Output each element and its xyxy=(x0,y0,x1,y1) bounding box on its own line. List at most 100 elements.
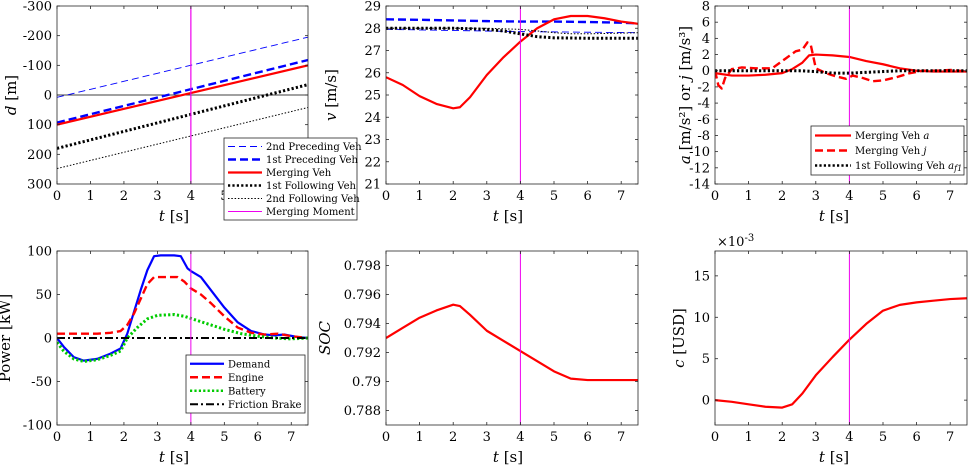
legend-label: Merging Veh xyxy=(266,168,332,179)
x-tick-label: 7 xyxy=(617,430,625,445)
y-tick-label: 6 xyxy=(702,16,710,31)
y-tick-label: 2 xyxy=(702,48,710,63)
x-tick-label: 2 xyxy=(449,430,457,445)
y-axis-var: SOC xyxy=(316,320,334,355)
x-tick-label: 6 xyxy=(912,430,920,445)
x-tick-label: 4 xyxy=(187,430,195,445)
axes-box xyxy=(714,250,968,426)
y-tick-label: 0 xyxy=(44,89,52,104)
x-tick-label: 4 xyxy=(516,189,524,204)
y-axis-unit: [USD] xyxy=(670,308,688,359)
y-axis-var: c xyxy=(670,359,688,368)
y-axis-unit: [m/s] xyxy=(322,69,340,112)
y-tick-label: 21 xyxy=(364,178,381,193)
x-axis-var: t xyxy=(159,448,166,466)
x-axis-label: t [s] xyxy=(159,207,189,225)
x-tick-label: 1 xyxy=(415,189,423,204)
x-tick-label: 4 xyxy=(516,430,524,445)
y-tick-label: 0.794 xyxy=(344,317,381,332)
x-tick-label: 1 xyxy=(744,430,752,445)
x-axis-var: t xyxy=(493,448,500,466)
x-tick-label: 1 xyxy=(744,189,752,204)
plot-area xyxy=(386,6,638,184)
y-tick-label: -200 xyxy=(23,29,52,44)
x-tick-label: 0 xyxy=(382,189,390,204)
x-axis-var: t xyxy=(159,207,166,225)
series-cost xyxy=(715,297,967,409)
x-tick-label: 3 xyxy=(153,430,161,445)
legend: Merging Veh a Merging Veh j 1st Following … xyxy=(810,125,965,176)
y-tick-label: 8 xyxy=(702,0,710,15)
y-tick-label: 10 xyxy=(693,311,710,326)
x-tick-label: 6 xyxy=(583,189,591,204)
y-axis-var: d xyxy=(2,106,20,116)
y-axis-unit: [m] xyxy=(2,75,20,106)
series-soc xyxy=(386,303,638,382)
y-axis-var: v xyxy=(322,112,340,121)
y-axis-label: Power [kW] xyxy=(0,294,14,382)
data-layer xyxy=(715,251,967,425)
x-tick-label: 3 xyxy=(153,189,161,204)
x-axis-unit: [s] xyxy=(165,207,189,225)
y-tick-label: -4 xyxy=(697,97,710,112)
y-axis-unit: [kW] xyxy=(0,294,14,335)
legend-label: Merging Veh a xyxy=(855,131,929,142)
x-tick-label: 4 xyxy=(187,189,195,204)
x-axis-var: t xyxy=(819,448,826,466)
y-tick-label: -100 xyxy=(23,59,52,74)
x-tick-label: 2 xyxy=(778,189,786,204)
y-tick-label: 0.792 xyxy=(344,346,381,361)
y-axis-label: d [m] xyxy=(2,75,20,115)
legend-label: 1st Preceding Veh xyxy=(266,155,358,166)
x-tick-label: 0 xyxy=(711,189,719,204)
y-tick-label: 29 xyxy=(364,0,381,15)
x-tick-label: 6 xyxy=(254,430,262,445)
series-1st-following-veh xyxy=(57,83,308,150)
y-tick-label: 50 xyxy=(35,288,52,303)
data-layer xyxy=(57,251,308,425)
legend-label: Demand xyxy=(228,359,271,370)
x-tick-label: 0 xyxy=(711,430,719,445)
x-tick-label: 0 xyxy=(53,189,61,204)
x-tick-label: 1 xyxy=(86,189,94,204)
y-tick-label: 300 xyxy=(27,178,52,193)
y-tick-label: -8 xyxy=(697,129,710,144)
y-tick-label: 0.788 xyxy=(344,404,381,419)
y-tick-label: -300 xyxy=(23,0,52,15)
x-axis-label: t [s] xyxy=(819,448,849,466)
y-axis-var: Power xyxy=(0,334,14,382)
legend-box xyxy=(185,354,306,414)
y-axis-label: v [m/s] xyxy=(322,69,340,121)
series-1st-preceding-veh xyxy=(57,58,308,124)
legend-label: 2nd Following Veh xyxy=(266,194,360,205)
x-tick-label: 7 xyxy=(946,430,954,445)
y-axis-label: a [m/s²] or j [m/s³] xyxy=(676,26,694,164)
y-tick-label: -10 xyxy=(689,145,710,160)
y-tick-label: 100 xyxy=(27,245,52,260)
legend-box xyxy=(223,137,358,221)
y-tick-label: 0.79 xyxy=(352,375,381,390)
y-tick-label: 25 xyxy=(364,89,381,104)
y-tick-label: 15 xyxy=(693,269,710,284)
y-tick-label: 23 xyxy=(364,133,381,148)
legend-label: Friction Brake xyxy=(228,400,302,411)
y-tick-label: 0.796 xyxy=(344,288,381,303)
x-axis-var: t xyxy=(493,207,500,225)
y-axis-label: SOC xyxy=(316,320,334,355)
x-axis-label: t [s] xyxy=(493,448,523,466)
y-scale-note: ×10-3 xyxy=(717,233,754,250)
legend-label: Battery xyxy=(228,386,266,397)
x-tick-label: 0 xyxy=(53,430,61,445)
x-axis-unit: [s] xyxy=(165,448,189,466)
axes-box xyxy=(714,5,968,185)
x-tick-label: 0 xyxy=(382,430,390,445)
y-tick-label: -12 xyxy=(689,161,710,176)
x-tick-label: 7 xyxy=(946,189,954,204)
legend: Demand Engine Battery Friction Brake xyxy=(185,354,306,414)
x-tick-label: 4 xyxy=(845,430,853,445)
plot-area xyxy=(715,251,967,425)
y-tick-label: -6 xyxy=(697,113,710,128)
y-tick-label: 22 xyxy=(364,155,381,170)
